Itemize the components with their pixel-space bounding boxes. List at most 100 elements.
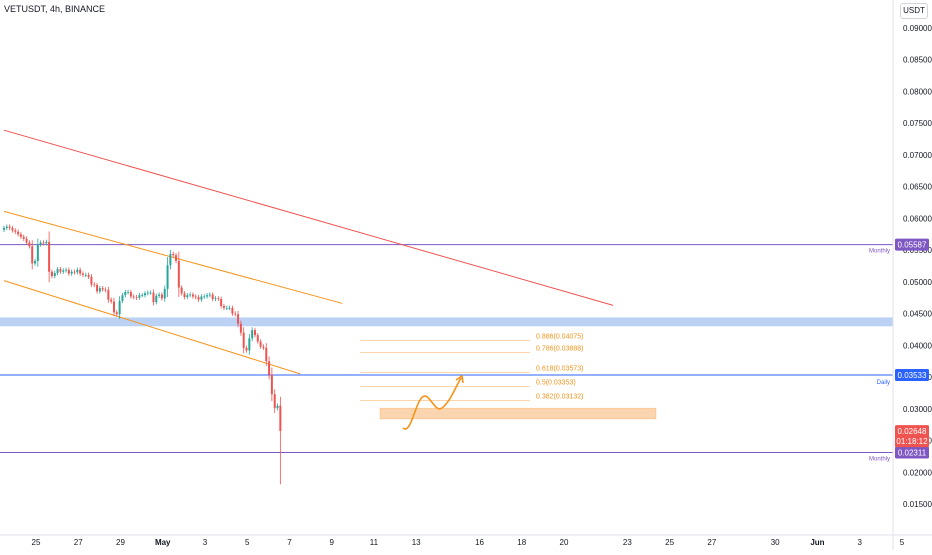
candle-body[interactable] <box>194 296 197 298</box>
candle-body[interactable] <box>239 323 242 333</box>
candle-body[interactable] <box>149 292 152 294</box>
time-axis[interactable]: 25 27 29 May 3 5 7 9 11 13 16 18 20 23 25 27 30 Jun 3 5 <box>32 538 905 547</box>
candle-body[interactable] <box>211 294 214 300</box>
candle-body[interactable] <box>17 231 20 235</box>
candle-body[interactable] <box>248 338 251 351</box>
candle-body[interactable] <box>104 289 107 291</box>
candle-body[interactable] <box>93 284 96 286</box>
candle-body[interactable] <box>31 246 34 264</box>
candle-body[interactable] <box>28 242 31 247</box>
candle-body[interactable] <box>22 236 25 239</box>
level-price-badge[interactable] <box>895 238 929 251</box>
candle-body[interactable] <box>172 253 175 256</box>
level-price-badge[interactable] <box>895 368 929 381</box>
candle-body[interactable] <box>19 234 22 237</box>
candle-body[interactable] <box>8 226 11 228</box>
candle-body[interactable] <box>177 260 180 288</box>
candle-body[interactable] <box>110 299 113 302</box>
candle-body[interactable] <box>242 332 245 348</box>
candle-body[interactable] <box>160 294 163 299</box>
candle-body[interactable] <box>34 260 37 264</box>
candle-body[interactable] <box>90 276 93 285</box>
candle-body[interactable] <box>132 296 135 298</box>
candle-body[interactable] <box>228 307 231 309</box>
candle-body[interactable] <box>225 307 228 309</box>
candle-body[interactable] <box>59 269 62 272</box>
candle-body[interactable] <box>87 274 90 277</box>
candle-body[interactable] <box>65 269 68 271</box>
candle-body[interactable] <box>217 298 220 300</box>
candle-body[interactable] <box>98 288 101 292</box>
candle-body[interactable] <box>256 335 259 342</box>
red-descending-trendline[interactable] <box>3 129 614 306</box>
candle-body[interactable] <box>135 297 138 298</box>
candle-body[interactable] <box>53 272 56 277</box>
candle-body[interactable] <box>81 273 84 275</box>
candle-body[interactable] <box>73 271 76 273</box>
candle-body[interactable] <box>270 374 273 395</box>
candle-body[interactable] <box>166 265 169 289</box>
support-zone[interactable] <box>379 407 657 420</box>
candle-body[interactable] <box>129 292 132 297</box>
resistance-zone[interactable] <box>0 317 893 327</box>
level-price-badge[interactable] <box>895 446 929 459</box>
candle-body[interactable] <box>208 294 211 296</box>
candle-body[interactable] <box>180 287 183 294</box>
candle-body[interactable] <box>155 295 158 303</box>
candle-body[interactable] <box>262 346 265 348</box>
channel-lower-line[interactable] <box>3 280 301 375</box>
candle-body[interactable] <box>48 241 51 272</box>
candle-body[interactable] <box>203 296 206 298</box>
candle-body[interactable] <box>163 288 166 299</box>
candle-body[interactable] <box>169 253 172 266</box>
candle-body[interactable] <box>25 238 28 243</box>
candle-body[interactable] <box>259 341 262 347</box>
candle-body[interactable] <box>186 295 189 298</box>
candle-body[interactable] <box>62 270 65 272</box>
candle-body[interactable] <box>11 227 14 231</box>
candle-body[interactable] <box>191 294 194 297</box>
candle-body[interactable] <box>121 295 124 301</box>
candle-body[interactable] <box>276 405 279 409</box>
candle-body[interactable] <box>183 293 186 298</box>
candle-body[interactable] <box>265 347 268 362</box>
current-price-badge[interactable] <box>895 425 929 448</box>
candle-body[interactable] <box>5 226 8 228</box>
candle-body[interactable] <box>124 292 127 296</box>
candle-body[interactable] <box>200 296 203 300</box>
candle-body[interactable] <box>96 285 99 292</box>
candle-body[interactable] <box>67 269 70 274</box>
candle-body[interactable] <box>76 269 79 273</box>
candle-body[interactable] <box>214 298 217 300</box>
candle-body[interactable] <box>45 241 48 244</box>
candle-body[interactable] <box>152 292 155 303</box>
candle-body[interactable] <box>144 293 146 296</box>
candle-body[interactable] <box>118 300 121 315</box>
candle-body[interactable] <box>101 288 104 290</box>
candle-body[interactable] <box>56 269 59 273</box>
candle-body[interactable] <box>222 305 225 308</box>
candle-body[interactable] <box>42 242 45 244</box>
candle-body[interactable] <box>79 269 82 274</box>
candle-body[interactable] <box>231 307 234 314</box>
projection-path[interactable] <box>402 377 462 430</box>
candle-body[interactable] <box>36 244 39 261</box>
candle-body[interactable] <box>112 301 115 313</box>
candle-body[interactable] <box>220 299 223 306</box>
candle-body[interactable] <box>14 230 17 232</box>
candle-body[interactable] <box>279 405 282 432</box>
candle-body[interactable] <box>206 295 209 297</box>
candle-body[interactable] <box>138 295 141 298</box>
candle-body[interactable] <box>50 271 53 277</box>
candle-body[interactable] <box>146 292 149 294</box>
candle-body[interactable] <box>39 242 42 245</box>
candle-body[interactable] <box>175 255 178 261</box>
candle-body[interactable] <box>251 330 254 339</box>
candle-body[interactable] <box>127 292 130 293</box>
candle-body[interactable] <box>268 361 271 375</box>
candle-body[interactable] <box>3 227 5 230</box>
candle-body[interactable] <box>237 314 240 324</box>
candle-body[interactable] <box>234 313 237 315</box>
candle-body[interactable] <box>197 297 200 300</box>
